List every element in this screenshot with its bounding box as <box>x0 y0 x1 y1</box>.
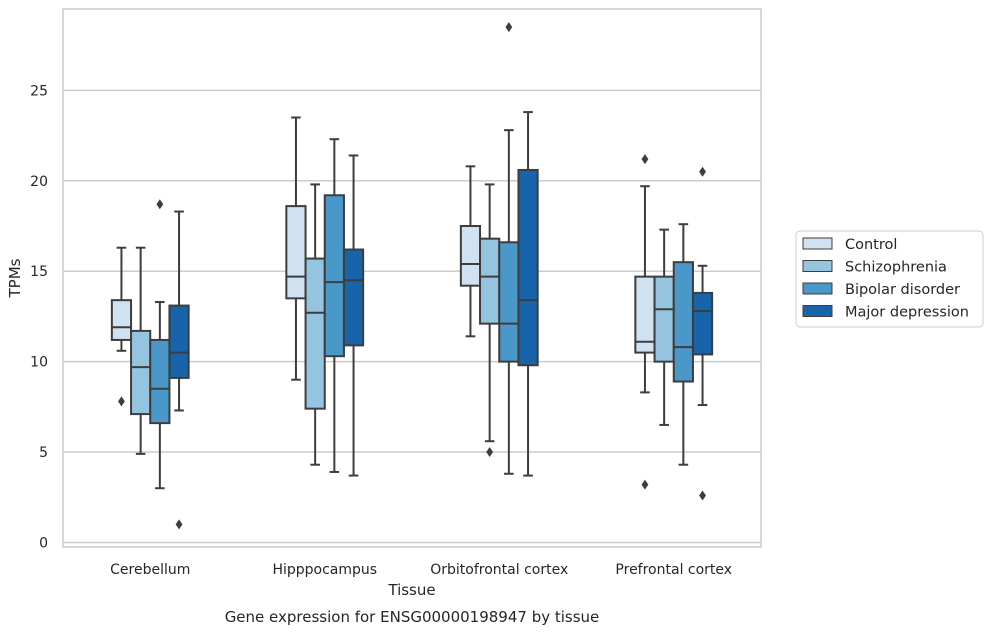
x-axis-label: Tissue <box>387 581 435 599</box>
outlier-point <box>699 166 706 177</box>
box-schizophrenia <box>130 246 152 455</box>
y-tick-label: 5 <box>39 445 48 461</box>
outlier-point <box>641 479 649 490</box>
box-body <box>479 237 501 325</box>
y-tick-label: 20 <box>30 174 48 190</box>
plot-area-frame <box>62 8 762 548</box>
box-body <box>498 241 520 363</box>
y-tick-label: 25 <box>30 83 48 99</box>
legend-label: Major depression <box>845 305 969 321</box>
legend-frame <box>795 230 984 328</box>
box-body <box>110 299 133 341</box>
box-body <box>323 194 345 358</box>
box-schizophrenia <box>479 183 501 458</box>
chart-caption: Gene expression for ENSG00000198947 by t… <box>225 608 600 626</box>
box-major-depression <box>517 111 539 477</box>
outlier-point <box>486 447 494 458</box>
outlier-point <box>118 396 125 407</box>
box-body <box>653 275 675 363</box>
x-axis-ticks: Cerebellum Hipppocampus Orbitofrontal cort… <box>110 562 732 578</box>
box-control <box>634 154 656 490</box>
box-major-depression <box>168 210 190 530</box>
y-tick-label: 10 <box>30 355 48 371</box>
y-tick-label: 0 <box>39 535 48 551</box>
box-bipolar-disorder <box>672 223 694 466</box>
box-bipolar-disorder <box>149 199 171 490</box>
box-control <box>110 246 133 407</box>
outlier-point <box>699 490 706 501</box>
box-series <box>110 22 714 530</box>
box-control <box>285 116 307 381</box>
box-body <box>130 329 152 416</box>
legend-label: Control <box>845 237 897 253</box>
box-body <box>168 304 190 379</box>
y-tick-label: 15 <box>30 264 48 280</box>
box-bipolar-disorder <box>323 138 345 473</box>
box-body <box>459 225 482 287</box>
box-body <box>517 168 539 367</box>
outlier-point <box>641 154 649 165</box>
x-tick-label: Orbitofrontal cortex <box>430 562 568 578</box>
box-body <box>691 291 714 356</box>
outlier-point <box>505 22 513 33</box>
box-body <box>342 248 365 347</box>
legend-swatch <box>802 260 833 272</box>
box-body <box>304 257 326 410</box>
x-tick-label: Prefrontal cortex <box>615 562 732 578</box>
legend-swatch <box>802 305 833 317</box>
box-schizophrenia <box>653 228 675 426</box>
outlier-point <box>175 519 183 530</box>
legend-swatch <box>802 237 833 250</box>
legend-label: Schizophrenia <box>845 260 947 276</box>
legend-swatch <box>802 282 833 295</box>
box-control <box>459 165 482 338</box>
x-tick-label: Hipppocampus <box>272 562 377 578</box>
y-axis-ticks: 0 5 10 15 20 25 <box>30 83 48 551</box>
box-body <box>285 205 307 300</box>
outlier-point <box>156 199 164 210</box>
legend-label: Bipolar disorder <box>845 282 960 298</box>
legend: Control Schizophrenia Bipolar disorder Majo… <box>795 230 984 328</box>
box-body <box>672 261 694 383</box>
box-schizophrenia <box>304 183 326 466</box>
box-major-depression <box>691 166 714 501</box>
box-major-depression <box>342 154 365 477</box>
y-axis-label: TPMs <box>6 258 24 298</box>
box-body <box>149 338 171 425</box>
box-bipolar-disorder <box>498 22 520 475</box>
x-tick-label: Cerebellum <box>110 562 190 578</box>
